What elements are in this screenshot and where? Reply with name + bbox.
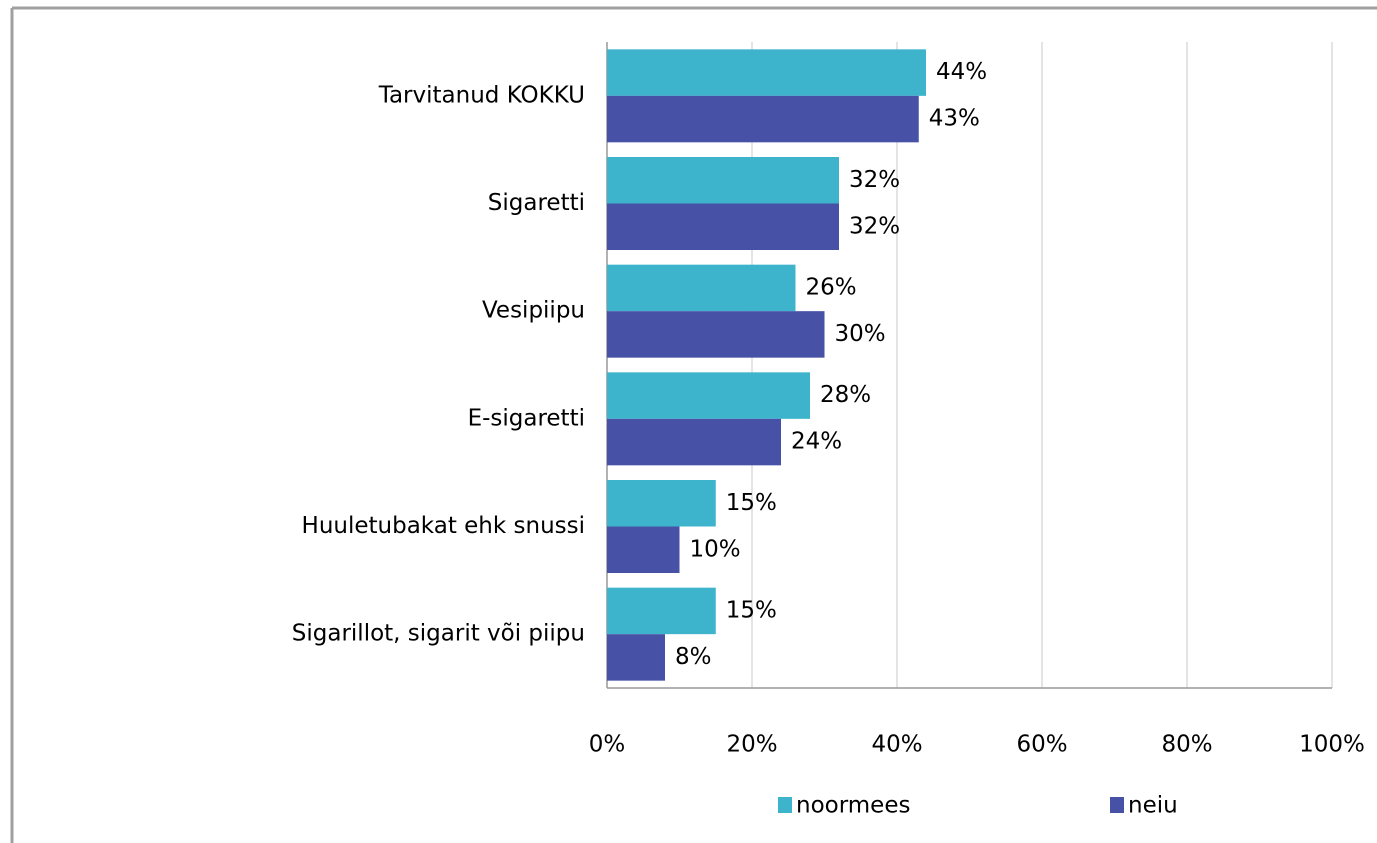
legend-swatch bbox=[1110, 797, 1124, 813]
y-tick-label: Vesipiipu bbox=[482, 298, 585, 324]
bar bbox=[607, 480, 716, 527]
value-label: 32% bbox=[849, 213, 900, 239]
x-tick-label: 0% bbox=[589, 732, 626, 758]
value-label: 26% bbox=[806, 274, 857, 300]
value-label: 30% bbox=[835, 321, 886, 347]
x-tick-label: 60% bbox=[1016, 732, 1067, 758]
bar bbox=[607, 157, 839, 204]
value-label: 15% bbox=[726, 597, 777, 623]
bar bbox=[607, 587, 716, 635]
bar bbox=[607, 526, 680, 573]
value-label: 24% bbox=[791, 429, 842, 455]
legend-swatch bbox=[778, 797, 792, 813]
x-tick-label: 40% bbox=[871, 732, 922, 758]
value-label: 44% bbox=[936, 59, 987, 85]
legend-label: noormees bbox=[796, 793, 910, 819]
bar bbox=[607, 372, 810, 419]
bar bbox=[607, 49, 926, 96]
x-tick-label: 100% bbox=[1299, 732, 1365, 758]
value-label: 43% bbox=[929, 106, 980, 132]
y-tick-label: Huuletubakat ehk snussi bbox=[302, 513, 585, 539]
bar bbox=[607, 95, 919, 143]
x-tick-label: 80% bbox=[1161, 732, 1212, 758]
bar bbox=[607, 203, 839, 250]
bar bbox=[607, 634, 665, 681]
bar bbox=[607, 418, 781, 466]
value-label: 28% bbox=[820, 382, 871, 408]
y-tick-label: Tarvitanud KOKKU bbox=[378, 82, 585, 108]
legend-label: neiu bbox=[1128, 793, 1178, 819]
y-tick-label: Sigarillot, sigarit või piipu bbox=[292, 621, 585, 647]
bar bbox=[607, 311, 825, 358]
y-tick-label: E-sigaretti bbox=[468, 405, 585, 431]
value-label: 10% bbox=[690, 536, 741, 562]
value-label: 8% bbox=[675, 644, 712, 670]
y-tick-label: Sigaretti bbox=[488, 190, 585, 216]
bar bbox=[607, 264, 796, 312]
value-label: 32% bbox=[849, 167, 900, 193]
x-tick-label: 20% bbox=[726, 732, 777, 758]
value-label: 15% bbox=[726, 490, 777, 516]
